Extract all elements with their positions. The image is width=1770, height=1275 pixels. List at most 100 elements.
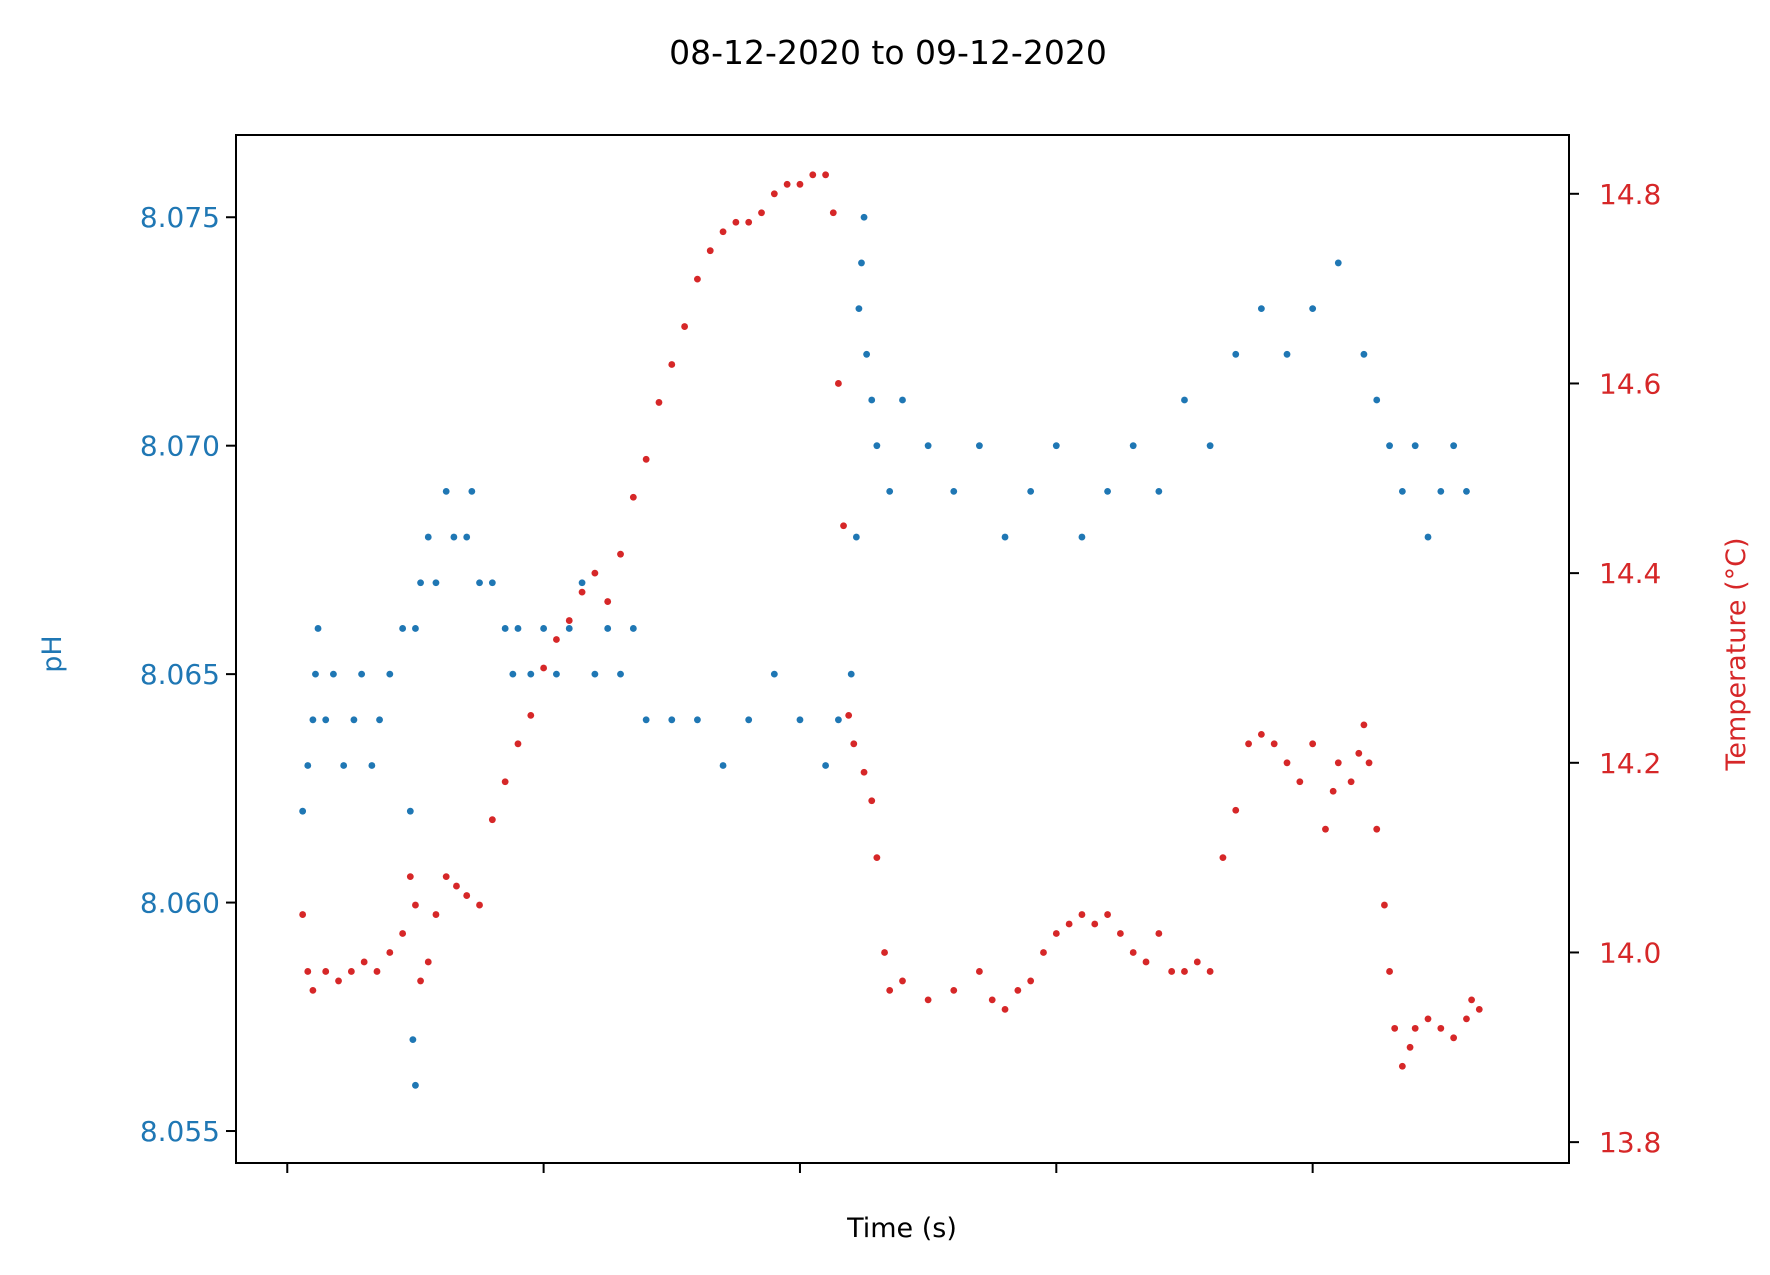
ph-point — [745, 716, 753, 724]
ph-point — [1437, 487, 1445, 495]
y-right-tick-label: 14.6 — [1599, 367, 1661, 400]
temperature-point — [840, 522, 847, 530]
temperature-point — [399, 930, 407, 937]
ph-point — [368, 762, 376, 769]
ph-point — [358, 670, 366, 678]
temperature-point — [1142, 958, 1150, 966]
temperature-point — [1065, 920, 1073, 928]
ph-point — [501, 625, 509, 632]
temperature-point — [1206, 968, 1214, 975]
ph-point — [1398, 487, 1406, 495]
plot-frame — [235, 134, 1570, 1164]
temperature-point — [1168, 968, 1176, 975]
temperature-point — [501, 778, 509, 786]
ph-point — [852, 533, 860, 541]
y-axis-left-ticks: 8.055 8.060 8.065 8.070 8.075 — [140, 201, 236, 1148]
temperature-point — [706, 247, 714, 255]
ph-point — [1181, 396, 1188, 404]
y-left-tick-label: 8.065 — [140, 658, 220, 691]
ph-point — [314, 625, 322, 632]
ph-point — [312, 670, 319, 678]
temperature-point — [745, 218, 753, 226]
temperature-point — [1078, 911, 1086, 918]
y-axis-left-label: pH — [37, 635, 68, 672]
ph-point — [412, 1081, 419, 1089]
ph-point — [412, 625, 419, 632]
ph-point — [450, 533, 458, 541]
ph-point — [847, 670, 855, 678]
ph-point — [1334, 259, 1342, 267]
temperature-point — [1283, 759, 1291, 767]
temperature-point — [655, 399, 663, 406]
ph-point — [578, 579, 586, 587]
temperature-point — [424, 958, 432, 966]
temperature-point — [417, 977, 424, 985]
temperature-point — [540, 664, 548, 672]
temperature-series — [299, 171, 1483, 1070]
temperature-point — [1373, 825, 1381, 833]
temperature-point — [453, 882, 460, 890]
ph-point — [514, 625, 522, 632]
temperature-point — [1406, 1043, 1414, 1051]
temperature-point — [822, 171, 829, 179]
y-left-tick-label: 8.055 — [140, 1115, 220, 1148]
temperature-point — [1232, 806, 1240, 814]
y-right-tick-label: 14.0 — [1599, 936, 1661, 969]
temperature-point — [1027, 977, 1035, 985]
ph-point — [299, 807, 307, 815]
ph-point — [629, 625, 637, 632]
temperature-point — [770, 190, 778, 198]
temperature-point — [809, 171, 817, 179]
ph-point — [617, 670, 624, 678]
temperature-point — [488, 816, 496, 824]
ph-point — [668, 716, 676, 724]
temperature-point — [886, 987, 894, 994]
ph-point — [886, 487, 894, 495]
temperature-point — [1181, 968, 1188, 975]
y-axis-right-ticks: 13.8 14.0 14.2 14.4 14.6 14.8 — [1569, 178, 1661, 1159]
temperature-point — [881, 949, 888, 956]
temperature-point — [845, 711, 853, 719]
ph-point — [376, 716, 383, 724]
ph-point — [330, 670, 337, 678]
temperature-point — [1329, 787, 1337, 795]
ph-point — [1155, 487, 1163, 495]
ph-point — [527, 670, 535, 678]
ph-point — [509, 670, 517, 678]
y-left-tick-label: 8.070 — [140, 430, 220, 463]
ph-point — [322, 716, 330, 724]
ph-point — [1232, 350, 1240, 358]
ph-point — [1283, 350, 1291, 358]
temperature-point — [1296, 778, 1304, 786]
x-axis-ticks — [286, 1163, 1314, 1173]
temperature-point — [1463, 1015, 1470, 1023]
ph-point — [694, 716, 701, 724]
temperature-point — [1322, 825, 1329, 833]
temperature-point — [406, 873, 414, 880]
temperature-point — [1334, 759, 1342, 767]
temperature-point — [373, 968, 381, 975]
temperature-point — [304, 968, 312, 975]
ph-point — [835, 716, 842, 724]
ph-point — [1411, 442, 1419, 450]
temperature-point — [1270, 740, 1278, 748]
plot-marks — [299, 171, 1483, 1089]
ph-point — [1206, 442, 1214, 450]
ph-point — [488, 579, 496, 587]
temperature-point — [860, 768, 868, 776]
temperature-point — [681, 323, 689, 330]
ph-point — [476, 579, 483, 587]
ph-point — [417, 579, 424, 587]
ph-point — [540, 625, 548, 632]
y-right-tick-label: 14.8 — [1599, 178, 1661, 211]
ph-point — [873, 442, 881, 450]
temperature-point — [758, 209, 765, 217]
ph-point — [340, 762, 348, 769]
temperature-point — [988, 996, 996, 1004]
ph-point — [1309, 305, 1317, 313]
temperature-point — [868, 797, 876, 805]
temperature-point — [1052, 930, 1060, 937]
ph-point — [1052, 442, 1060, 450]
ph-point — [442, 487, 450, 495]
